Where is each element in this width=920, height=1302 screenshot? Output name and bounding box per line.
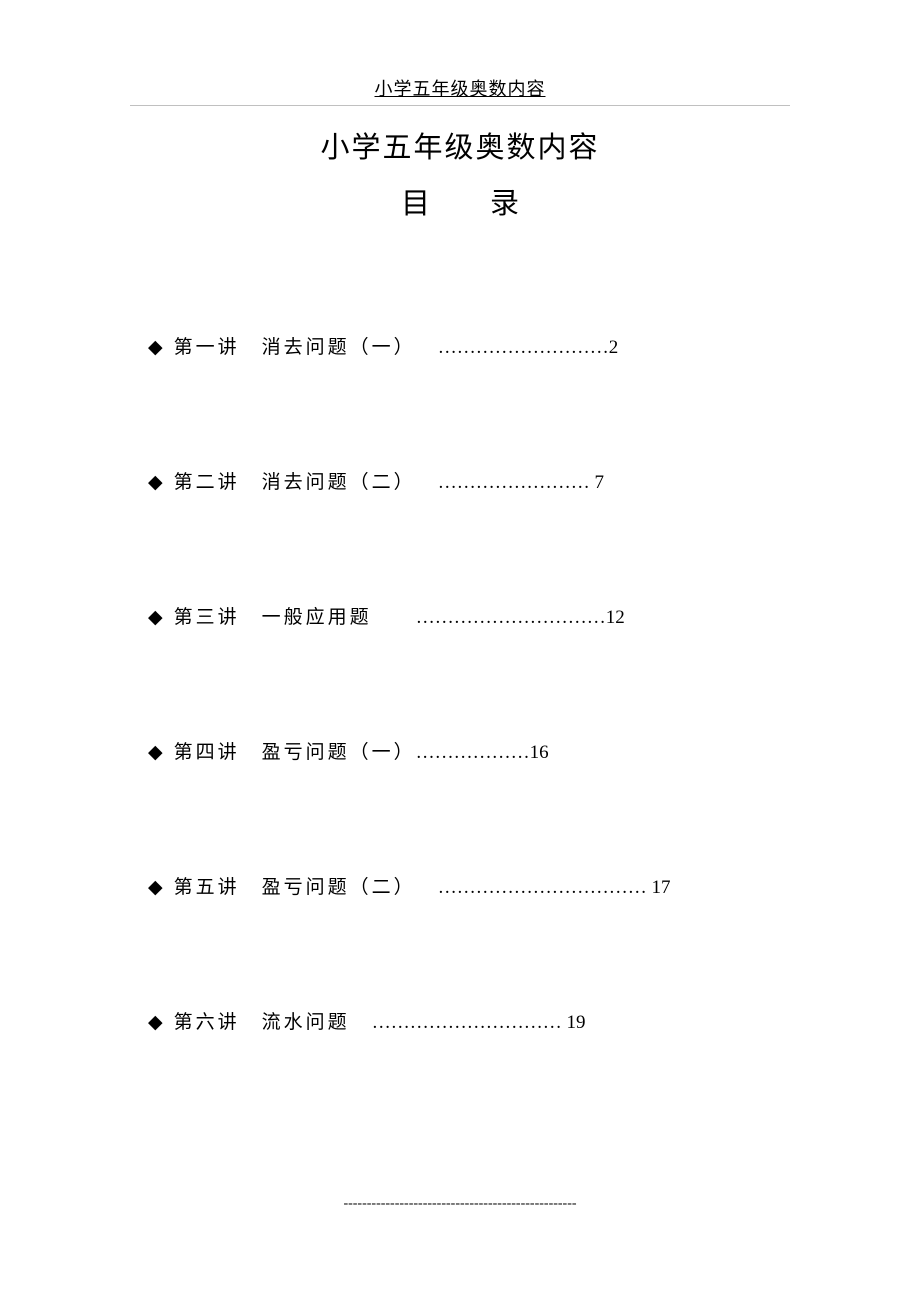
spacing — [416, 472, 438, 493]
lesson-title: 盈亏问题（二） — [262, 872, 416, 899]
toc-entry: ◆ 第四讲 盈亏问题（一）………………16 — [148, 737, 790, 764]
spacing — [240, 1012, 262, 1033]
toc-dots: ………………………… — [372, 1012, 562, 1033]
toc-dots: …………………………… — [438, 877, 647, 898]
spacing — [240, 337, 262, 358]
toc-page-number: 19 — [562, 1012, 586, 1033]
lesson-number: 第二讲 — [174, 467, 240, 494]
lesson-number: 第五讲 — [174, 872, 240, 899]
lesson-number: 第四讲 — [174, 737, 240, 764]
toc-entry: ◆ 第二讲 消去问题（二） …………………… 7 — [148, 467, 790, 494]
header-text: 小学五年级奥数内容 — [375, 79, 546, 99]
page-header: 小学五年级奥数内容 — [130, 75, 790, 106]
subtitle-lu: 录 — [490, 188, 519, 220]
lesson-number: 第三讲 — [174, 602, 240, 629]
toc-entry: ◆ 第六讲 流水问题 ………………………… 19 — [148, 1007, 790, 1034]
toc-dots: ……………………… — [438, 337, 609, 358]
lesson-title: 消去问题（一） — [262, 332, 416, 359]
toc-page-number: 2 — [609, 337, 619, 358]
diamond-icon: ◆ — [148, 876, 166, 899]
diamond-icon: ◆ — [148, 741, 166, 764]
toc-page-number: 7 — [590, 472, 604, 493]
document-page: 小学五年级奥数内容 小学五年级奥数内容 目录 ◆第一讲 消去问题（一） …………… — [0, 0, 920, 1034]
toc-page-number: 12 — [606, 607, 625, 628]
diamond-icon: ◆ — [148, 336, 166, 359]
toc-dots: ………………………… — [416, 607, 606, 628]
document-subtitle: 目录 — [130, 180, 790, 222]
toc-dots: ……………… — [416, 742, 530, 763]
lesson-number: 第六讲 — [174, 1007, 240, 1034]
toc-dots: …………………… — [438, 472, 590, 493]
toc-entry: ◆ 第一讲 消去问题（一） ………………………2 — [148, 332, 790, 359]
footer-separator: ----------------------------------------… — [0, 1196, 920, 1212]
spacing — [240, 607, 262, 628]
lesson-title: 流水问题 — [262, 1007, 350, 1034]
spacing — [240, 742, 262, 763]
table-of-contents: ◆ 第一讲 消去问题（一） ………………………2 ◆ 第二讲 消去问题（二） ………… — [130, 332, 790, 1034]
spacing — [416, 337, 438, 358]
diamond-icon: ◆ — [148, 1011, 166, 1034]
lesson-title: 消去问题（二） — [262, 467, 416, 494]
spacing — [240, 472, 262, 493]
subtitle-mu: 目 — [401, 188, 430, 220]
spacing — [350, 1012, 372, 1033]
lesson-title: 一般应用题 — [262, 602, 372, 629]
spacing — [240, 877, 262, 898]
toc-entry: ◆ 第五讲 盈亏问题（二） …………………………… 17 — [148, 872, 790, 899]
diamond-icon: ◆ — [148, 471, 166, 494]
spacing — [416, 877, 438, 898]
document-title: 小学五年级奥数内容 — [130, 124, 790, 166]
spacing — [372, 607, 416, 628]
diamond-icon: ◆ — [148, 606, 166, 629]
toc-page-number: 16 — [530, 742, 549, 763]
lesson-number: 第一讲 — [174, 332, 240, 359]
toc-entry: ◆ 第三讲 一般应用题 …………………………12 — [148, 602, 790, 629]
lesson-title: 盈亏问题（一） — [262, 737, 416, 764]
toc-page-number: 17 — [647, 877, 671, 898]
